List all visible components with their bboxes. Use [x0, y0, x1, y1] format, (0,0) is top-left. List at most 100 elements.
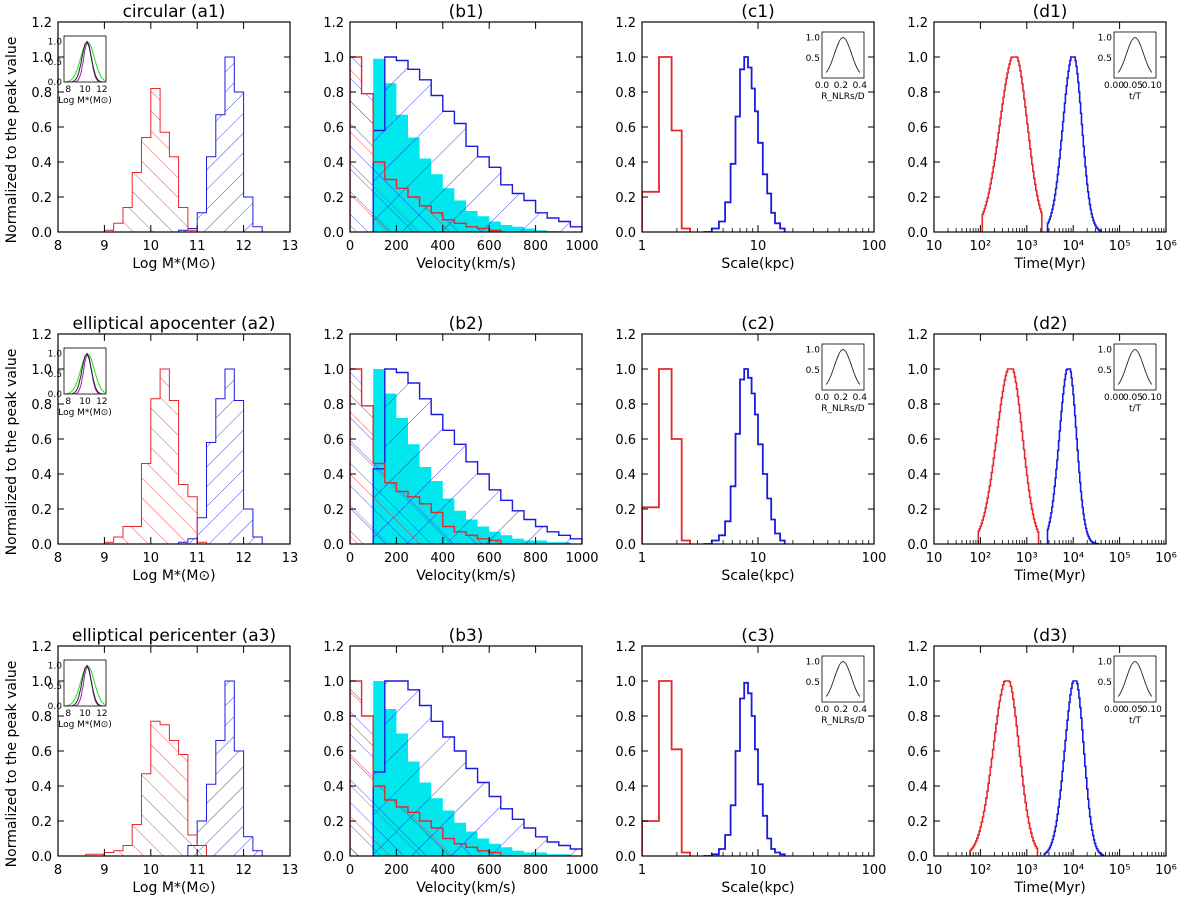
y-tick-label: 1.0: [907, 51, 928, 66]
y-tick-label: 1.2: [31, 328, 52, 343]
y-tick-label: 0.4: [907, 468, 928, 483]
series-blue-a1: [178, 56, 263, 232]
y-tick-label: 0.8: [323, 398, 344, 413]
inset-x-tick: 8: [65, 85, 71, 95]
x-tick-label: 10: [143, 551, 160, 566]
y-tick-label: 1.0: [907, 363, 928, 378]
series-blue-fill-b2: [373, 369, 582, 544]
x-tick-label: 10: [750, 863, 767, 878]
inset-x-tick: 0.05: [1123, 81, 1143, 91]
x-axis-label-a3: Log M*(M⊙): [132, 880, 215, 896]
panel-a2: elliptical apocenter (a2) 0.0 0.2 0.4 0.6 0.8…: [31, 314, 298, 584]
series-red-fill-c1: [642, 57, 690, 232]
inset-x-label: Log M*(M⊙): [58, 96, 112, 106]
y-tick-label: 0.4: [31, 780, 52, 795]
series-red-fill-a1: [95, 88, 198, 232]
inset-y-tick: 1.0: [806, 34, 821, 44]
x-tick-label: 1000: [565, 551, 598, 566]
inset-x-tick: 0.0: [815, 705, 830, 715]
x-axis-label-d3: Time(Myr): [1013, 880, 1085, 896]
y-axis-label-row2: Normalized to the peak value: [4, 349, 20, 556]
y-tick-label: 1.2: [31, 16, 52, 31]
y-tick-label: 0.6: [323, 433, 344, 448]
inset-x-tick: 0.4: [853, 705, 868, 715]
x-tick-label: 1: [638, 239, 646, 254]
series-red-a2: [95, 368, 207, 544]
y-tick-label: 0.0: [31, 538, 52, 553]
x-tick-label: 13: [282, 863, 299, 878]
series-blue-d3: [1043, 680, 1105, 856]
x-axis-label-b3: Velocity(km/s): [416, 880, 516, 896]
plot-area-a3: [85, 680, 263, 856]
inset-x-label: R_NLRs/D: [821, 716, 864, 726]
inset-y-tick: 0.5: [1098, 366, 1112, 376]
inset-x-tick: 12: [96, 85, 107, 95]
y-tick-label: 0.0: [323, 538, 344, 553]
x-tick-label: 12: [235, 239, 252, 254]
x-tick-label: 600: [477, 863, 502, 878]
plot-area-c1: [642, 56, 786, 232]
series-blue-fill-a3: [178, 681, 263, 856]
series-blue-d1: [1046, 56, 1102, 232]
plot-area-d3: [969, 680, 1105, 856]
x-tick-label: 10: [143, 239, 160, 254]
x-tick-label: 10²: [970, 863, 992, 878]
y-tick-label: 0.0: [615, 538, 636, 553]
inset-y-tick: 1.0: [1098, 34, 1113, 44]
panel-b2: (b2) 0.0 0.2 0.4 0.6 0.8 1.0 1.2 0 200 400 600 800 10…: [323, 314, 598, 584]
inset-y-tick: 1.0: [806, 346, 821, 356]
inset-frame: [821, 31, 865, 79]
x-tick-label: 12: [235, 551, 252, 566]
series-blue-c2: [703, 368, 786, 544]
inset-x-label: Log M*(M⊙): [58, 720, 112, 730]
series-red-cross-b3: [350, 681, 501, 856]
y-tick-label: 0.0: [615, 226, 636, 241]
x-tick-label: 10⁴: [1062, 551, 1084, 566]
inset-x-tick: 8: [65, 709, 71, 719]
y-tick-label: 1.2: [323, 16, 344, 31]
plot-area-d1: [981, 56, 1102, 232]
y-tick-label: 0.8: [615, 398, 636, 413]
x-tick-label: 1000: [565, 239, 598, 254]
x-tick-label: 1: [638, 863, 646, 878]
plot-area-d2: [977, 368, 1100, 544]
x-tick-label: 11: [189, 239, 206, 254]
inset-y-tick: 0.5: [48, 58, 62, 68]
series-blue-fill-a2: [178, 369, 263, 544]
x-tick-label: 10²: [970, 239, 992, 254]
panel-d1: (d1) 0.0 0.2 0.4 0.6 0.8 1.0 1.2 10 10² 10³ 10⁴ 10⁵ 1…: [907, 2, 1177, 272]
panel-d2: (d2) 0.0 0.2 0.4 0.6 0.8 1.0 1.2 10 10² 10³ 10⁴ 10⁵ 1…: [907, 314, 1177, 584]
y-tick-label: 0.0: [323, 850, 344, 865]
series-red-fill-c3: [642, 681, 690, 856]
x-tick-label: 10⁵: [1109, 551, 1131, 566]
x-tick-label: 8: [54, 239, 62, 254]
inset-y-tick: 0.0: [48, 78, 63, 88]
y-tick-label: 0.8: [31, 710, 52, 725]
panel-title-b2: (b2): [449, 314, 484, 334]
y-tick-label: 0.8: [907, 710, 928, 725]
x-tick-label: 8: [54, 863, 62, 878]
x-tick-label: 10⁶: [1155, 551, 1177, 566]
inset-c3: 0.0 0.2 0.4 0.5 1.0 R_NLRs/D: [806, 655, 868, 726]
x-tick-label: 11: [189, 863, 206, 878]
plot-area-c2: [642, 368, 786, 544]
y-tick-label: 0.2: [907, 191, 928, 206]
x-tick-label: 13: [282, 239, 299, 254]
series-blue-d2: [1046, 368, 1100, 544]
x-tick-label: 400: [430, 239, 455, 254]
x-axis-label-b2: Velocity(km/s): [416, 568, 516, 584]
series-blue-b1: [372, 56, 582, 232]
x-axis-label-a1: Log M*(M⊙): [132, 256, 215, 272]
x-tick-label: 10: [143, 863, 160, 878]
x-tick-label: 10: [926, 551, 943, 566]
series-red-cross-b1: [350, 57, 501, 232]
y-tick-label: 0.0: [907, 538, 928, 553]
y-tick-label: 0.8: [615, 710, 636, 725]
x-tick-label: 10⁴: [1062, 863, 1084, 878]
y-tick-label: 1.2: [907, 16, 928, 31]
y-tick-label: 0.4: [323, 780, 344, 795]
x-tick-label: 200: [384, 239, 409, 254]
x-tick-label: 800: [523, 863, 548, 878]
inset-d2: 0.000.050.10 0.5 1.0 t/T: [1098, 343, 1162, 414]
